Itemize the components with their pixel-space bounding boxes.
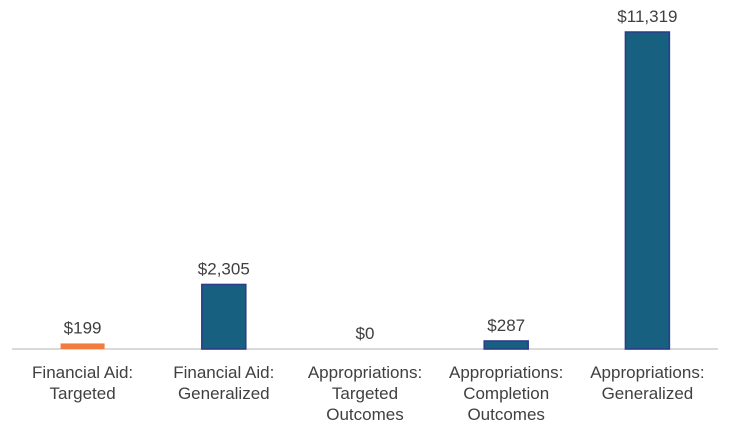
data-label: $11,319 bbox=[617, 7, 677, 26]
bar-4 bbox=[624, 31, 671, 350]
category-label: Generalized bbox=[602, 384, 694, 403]
data-label: $2,305 bbox=[198, 259, 250, 278]
data-label: $0 bbox=[356, 324, 375, 343]
category-label: Completion bbox=[463, 384, 549, 403]
bar-1 bbox=[201, 283, 247, 350]
category-label: Appropriations: bbox=[449, 363, 563, 382]
category-label: Outcomes bbox=[467, 405, 544, 424]
category-label: Outcomes bbox=[326, 405, 403, 424]
category-label: Appropriations: bbox=[308, 363, 422, 382]
category-label: Appropriations: bbox=[590, 363, 704, 382]
bar-0 bbox=[60, 343, 105, 349]
category-label: Financial Aid: bbox=[32, 363, 133, 382]
category-label: Targeted bbox=[332, 384, 398, 403]
data-label: $287 bbox=[487, 316, 525, 335]
category-label: Generalized bbox=[178, 384, 270, 403]
category-label: Financial Aid: bbox=[173, 363, 274, 382]
bar-3 bbox=[483, 340, 529, 350]
data-label: $199 bbox=[64, 318, 102, 337]
category-label: Targeted bbox=[50, 384, 116, 403]
